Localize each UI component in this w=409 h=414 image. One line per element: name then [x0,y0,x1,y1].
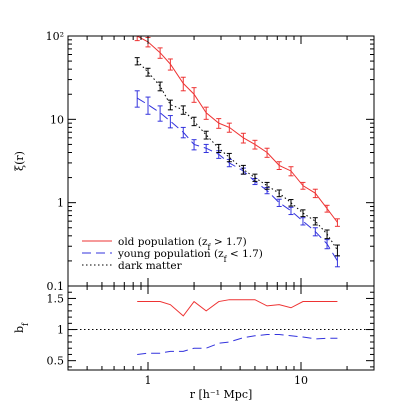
top-y-tick-label: 1 [57,197,64,210]
legend-label: young population (zf < 1.7) [117,248,263,264]
series-line-2 [136,60,338,251]
x-axis-label: r [h⁻¹ Mpc] [190,388,253,401]
top-y-tick-label: 10 [50,113,64,126]
top-panel: 0.1 1 10 10² ξ(r) [13,30,375,293]
legend-label: dark matter [118,260,183,272]
top-y-axis-label: ξ(r) [13,151,26,171]
bottom-y-tick-label: 1 [57,324,64,337]
legend: old population (zf > 1.7)young populatio… [82,236,263,272]
top-y-tick-label: 10² [46,30,64,43]
series-line-1 [136,97,338,262]
bottom-panel-frame [67,285,375,371]
x-tick-label: 1 [145,374,152,387]
bottom-y-tick-label: 0.5 [47,355,65,368]
top-series-group [134,36,340,268]
bottom-panel: 1 10 0.5 1 1.5 bf r [h⁻¹ Mpc] [13,285,375,401]
bottom-y-tick-label: 1.5 [47,292,65,305]
legend-label: old population (zf > 1.7) [118,236,247,252]
top-y-tick-label: 0.1 [47,280,65,293]
bottom-series-group [68,299,374,355]
x-tick-label: 10 [294,374,308,387]
bias-line-1 [137,334,338,355]
bias-line-0 [137,299,338,317]
bottom-y-axis-label: bf [13,322,30,333]
series-line-0 [136,36,338,223]
